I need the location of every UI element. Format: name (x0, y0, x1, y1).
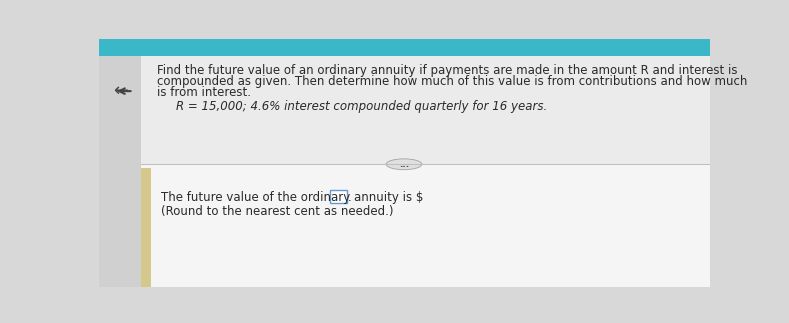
Text: R = 15,000; 4.6% interest compounded quarterly for 16 years.: R = 15,000; 4.6% interest compounded qua… (176, 99, 548, 113)
FancyBboxPatch shape (99, 39, 710, 57)
Text: ←: ← (113, 82, 128, 100)
Text: .: . (348, 191, 351, 204)
FancyBboxPatch shape (99, 57, 141, 287)
Text: Find the future value of an ordinary annuity if payments are made in the amount : Find the future value of an ordinary ann… (157, 64, 737, 77)
Text: The future value of the ordinary annuity is $: The future value of the ordinary annuity… (161, 191, 423, 204)
Text: ...: ... (399, 160, 409, 169)
Text: compounded as given. Then determine how much of this value is from contributions: compounded as given. Then determine how … (157, 75, 747, 88)
FancyBboxPatch shape (141, 168, 151, 287)
FancyBboxPatch shape (141, 164, 710, 287)
Text: is from interest.: is from interest. (157, 86, 251, 99)
FancyBboxPatch shape (141, 57, 710, 164)
Text: (Round to the nearest cent as needed.): (Round to the nearest cent as needed.) (161, 205, 393, 218)
Ellipse shape (386, 159, 422, 170)
FancyBboxPatch shape (330, 191, 347, 203)
